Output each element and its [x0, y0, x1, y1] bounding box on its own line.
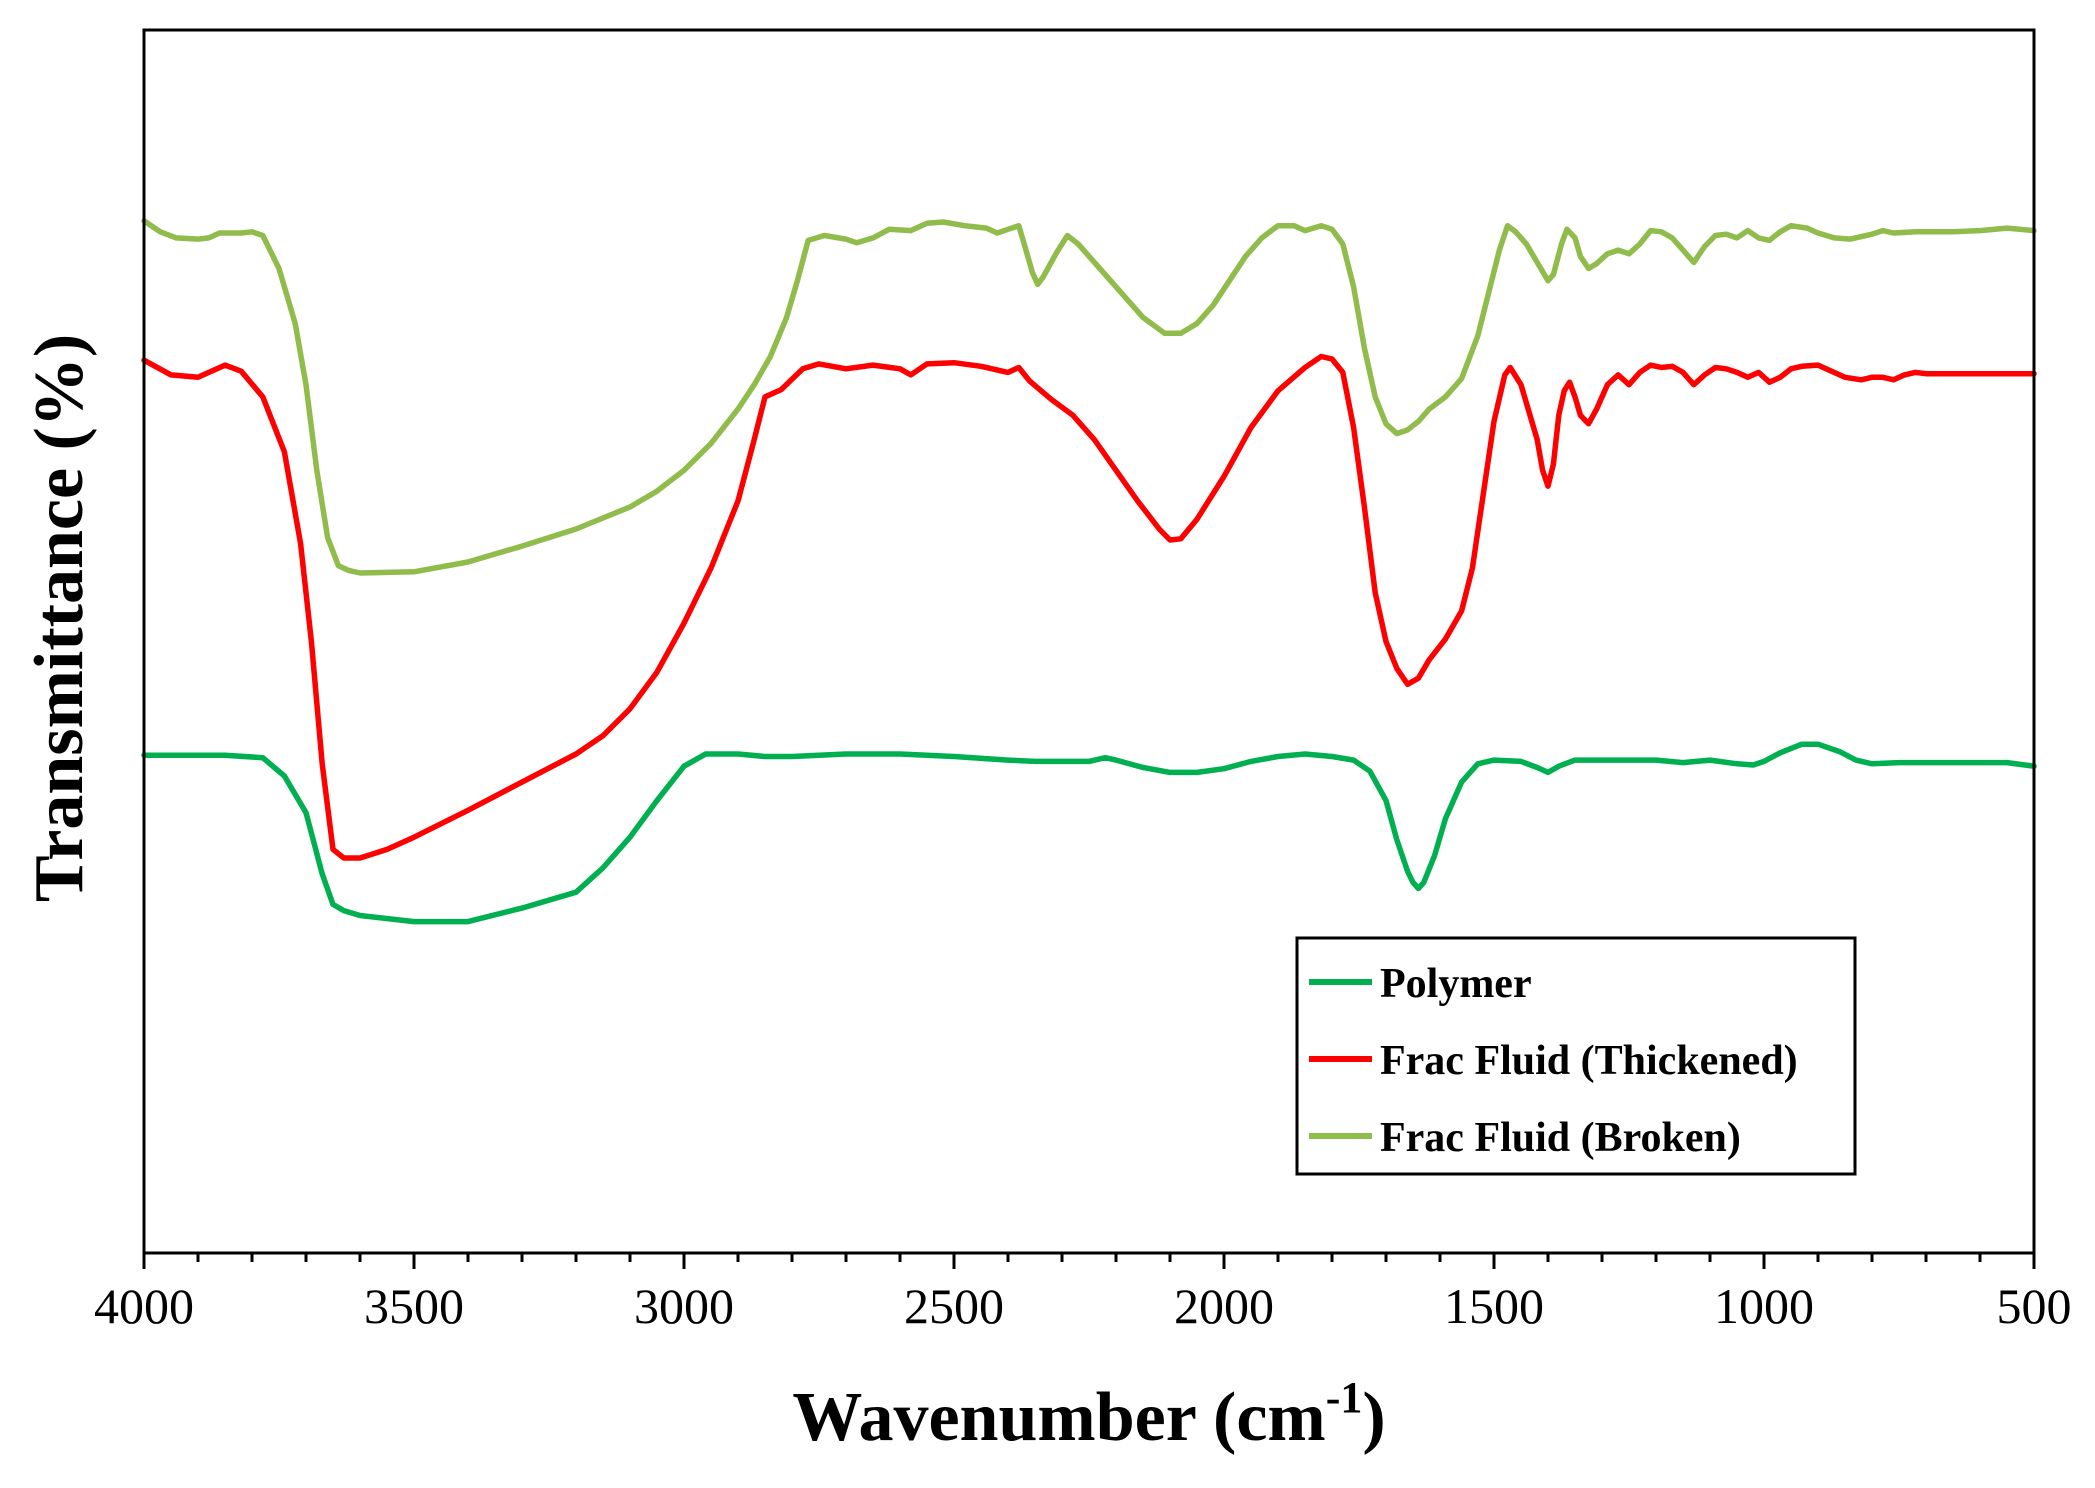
x-tick-label-2000: 2000	[1174, 1278, 1274, 1334]
x-axis-title-close: )	[1362, 1379, 1385, 1456]
x-axis-title-main: Wavenumber (cm	[792, 1379, 1325, 1456]
series-line-polymer	[141, 741, 2037, 925]
legend-box	[1295, 936, 1857, 1176]
series-line-frac-fluid-thickened	[141, 353, 2037, 861]
x-tick-label-1500: 1500	[1444, 1278, 1544, 1334]
legend-label-broken: Frac Fluid (Broken)	[1380, 1115, 1741, 1161]
x-axis-ticks	[142, 1253, 2036, 1269]
plot-frame	[142, 28, 2036, 1255]
x-tick-label-1000: 1000	[1714, 1278, 1814, 1334]
x-tick-label-500: 500	[1997, 1278, 2072, 1334]
series-layer	[141, 218, 2037, 925]
x-tick-label-4000: 4000	[94, 1278, 194, 1334]
series-line-frac-fluid-broken	[141, 218, 2037, 576]
legend-label-polymer: Polymer	[1380, 961, 1532, 1007]
x-tick-label-2500: 2500	[904, 1278, 1004, 1334]
x-tick-label-3000: 3000	[634, 1278, 734, 1334]
legend-label-thickened: Frac Fluid (Thickened)	[1380, 1038, 1798, 1084]
legend: Polymer Frac Fluid (Thickened) Frac Flui…	[1295, 936, 1857, 1176]
x-axis-title: Wavenumber (cm-1)	[792, 1373, 1385, 1456]
x-axis-title-superscript: -1	[1326, 1373, 1363, 1422]
y-axis-title: Transmittance (%)	[21, 334, 98, 902]
x-axis-tick-labels: 4000 3500 3000 2500 2000 1500 1000 500	[94, 1278, 2072, 1334]
x-tick-label-3500: 3500	[364, 1278, 464, 1334]
